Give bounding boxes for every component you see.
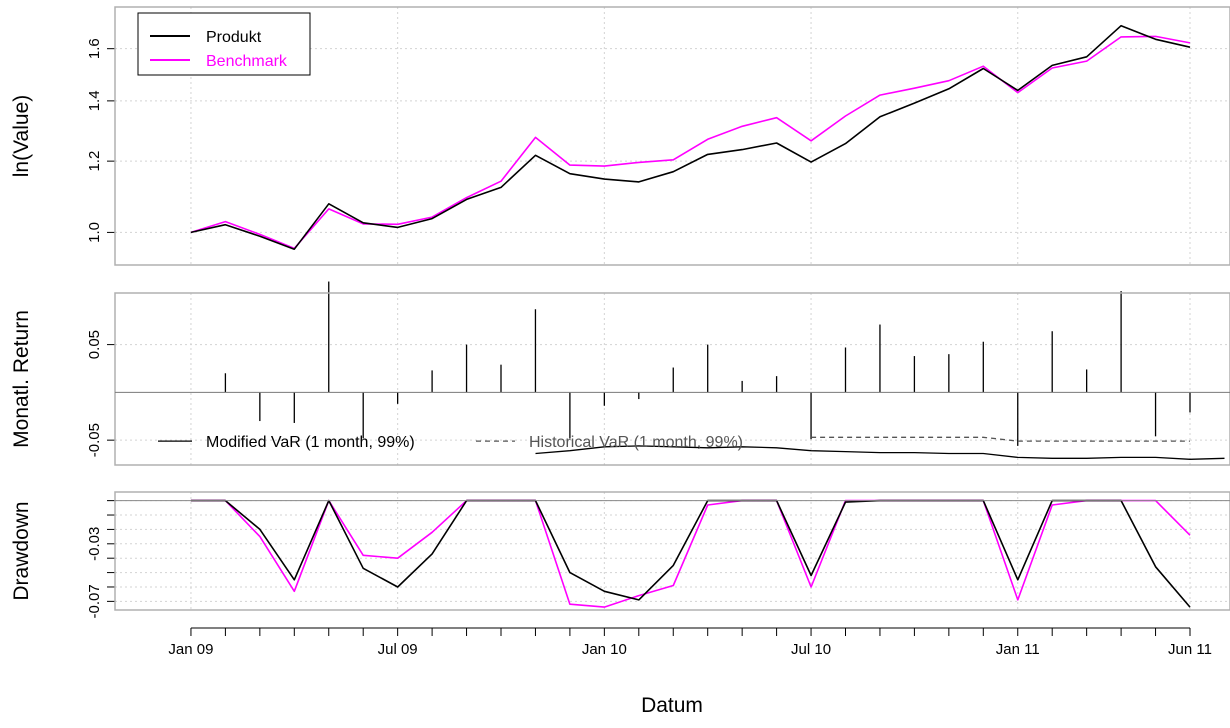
legend-label: Produkt	[206, 29, 262, 46]
var-legend-label-modified: Modified VaR (1 month, 99%)	[206, 434, 415, 451]
x-tick-label: Jan 11	[996, 641, 1040, 658]
legend-label: Benchmark	[206, 53, 288, 70]
data-layer	[190, 24, 1225, 608]
series-line-produkt	[190, 24, 1191, 250]
x-tick-label: Jan 09	[168, 641, 213, 658]
x-tick-label: Jul 09	[378, 641, 418, 658]
historical-var-line	[811, 436, 1190, 442]
x-tick-label: Jan 10	[582, 641, 627, 658]
panel-frame	[114, 491, 1230, 611]
y-tick-label: -0.05	[86, 423, 103, 457]
var-legend-label-historical: Historical VaR (1 month, 99%)	[529, 434, 743, 451]
y-tick-label: 1.0	[86, 222, 103, 243]
grid-layer	[115, 7, 1230, 610]
panel-frame	[114, 6, 1230, 266]
modified-var-line	[535, 445, 1225, 460]
y-tick-label: 1.6	[86, 38, 103, 59]
frame-layer	[107, 6, 1230, 636]
y-axis-title: ln(Value)	[10, 95, 33, 177]
series-line-benchmark	[190, 35, 1191, 250]
y-tick-label: 0.05	[86, 330, 103, 359]
x-tick-label: Jun 11	[1168, 641, 1212, 658]
y-axis-title: Drawdown	[10, 501, 33, 600]
y-tick-label: 1.2	[86, 151, 103, 172]
x-tick-label: Jul 10	[791, 641, 831, 658]
y-tick-label: -0.03	[86, 527, 103, 561]
text-layer: 1.0 1.2 1.4 1.6 ln(Value) -0.05 0.05 Monatl. Re…	[10, 12, 1212, 717]
panel-frame	[114, 292, 1230, 466]
y-tick-label: -0.07	[86, 584, 103, 618]
x-axis-title: Datum	[641, 694, 703, 717]
legend-box	[137, 12, 311, 76]
y-axis-title: Monatl. Return	[10, 310, 33, 448]
y-tick-label: 1.4	[86, 90, 103, 111]
series-line-benchmark	[190, 499, 1191, 608]
series-line-produkt	[190, 499, 1191, 608]
